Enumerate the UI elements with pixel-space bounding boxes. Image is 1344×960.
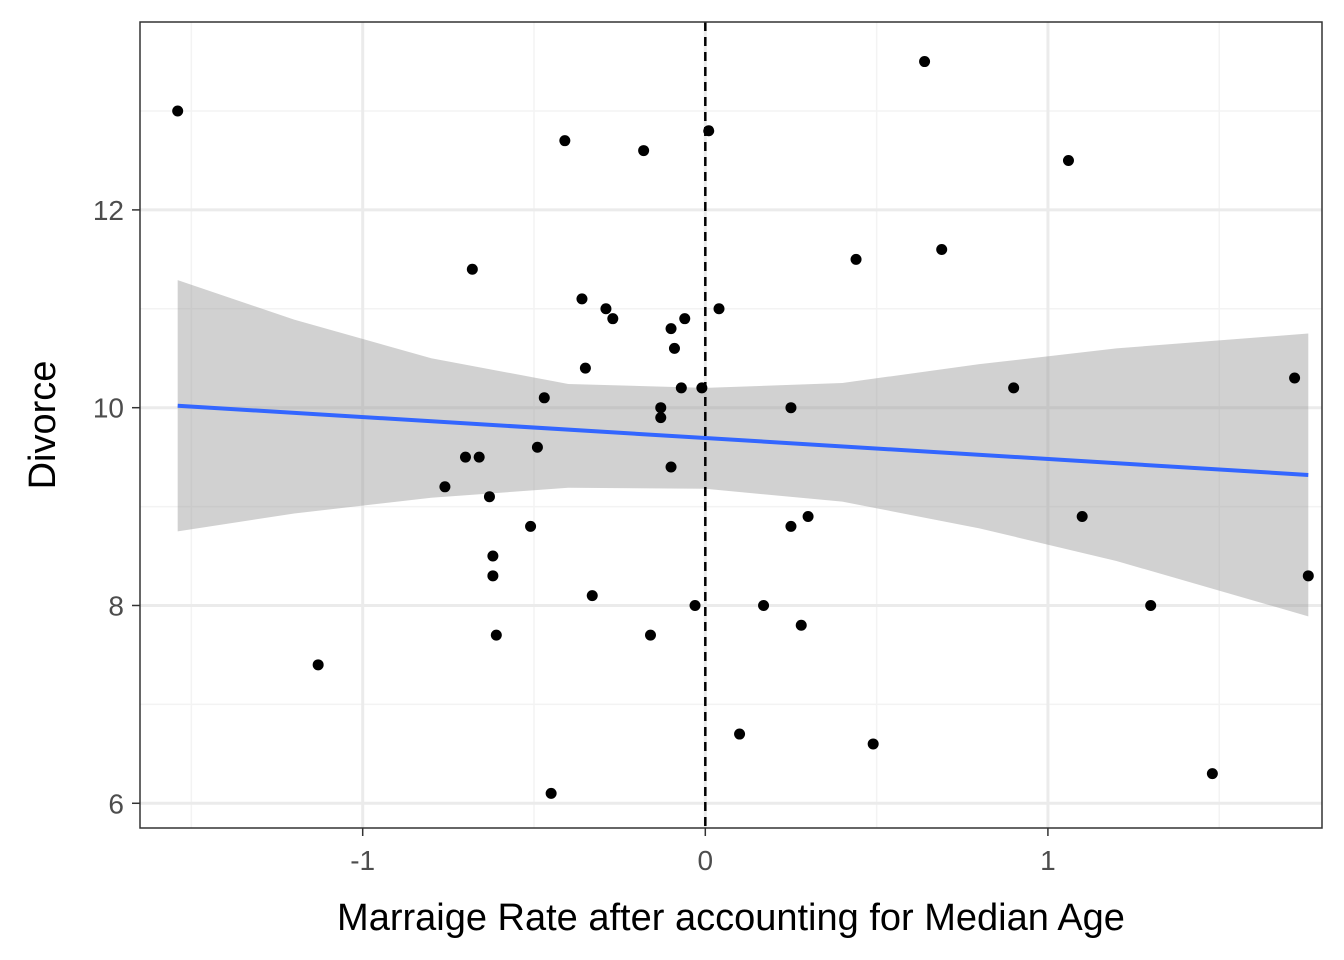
data-point (696, 382, 708, 394)
data-point (473, 451, 485, 463)
panel-border (139, 21, 1323, 829)
data-point (1008, 382, 1020, 394)
data-point (655, 412, 667, 424)
data-point (459, 451, 471, 463)
data-point (689, 599, 701, 611)
x-tick-label: 0 (698, 845, 714, 876)
y-axis-title: Divorce (22, 361, 64, 490)
data-point (638, 145, 650, 157)
data-point (1145, 599, 1157, 611)
data-point (802, 510, 814, 522)
data-point (850, 253, 862, 265)
data-point (466, 263, 478, 275)
y-tick-label: 10 (93, 393, 124, 424)
data-point (758, 599, 770, 611)
data-point (531, 441, 543, 453)
data-point (665, 461, 677, 473)
data-point (655, 402, 667, 414)
data-point (675, 382, 687, 394)
data-point (1302, 570, 1314, 582)
data-point (579, 362, 591, 374)
data-point (785, 402, 797, 414)
data-point (525, 520, 537, 532)
y-tick-label: 6 (108, 788, 124, 819)
data-point (538, 392, 550, 404)
x-tick-label: -1 (350, 845, 375, 876)
data-point (703, 125, 715, 137)
data-point (1289, 372, 1301, 384)
data-point (785, 520, 797, 532)
data-point (487, 570, 499, 582)
regression-line (177, 403, 1309, 477)
data-point (439, 481, 451, 493)
data-point (312, 659, 324, 671)
data-point (936, 243, 948, 255)
data-point (172, 105, 184, 117)
major-gridlines (140, 22, 1322, 828)
data-point (559, 135, 571, 147)
data-point (644, 629, 656, 641)
y-tick-label: 12 (93, 195, 124, 226)
data-point (919, 56, 931, 68)
data-point (600, 303, 612, 315)
data-point (576, 293, 588, 305)
data-point (668, 342, 680, 354)
data-point (1076, 510, 1088, 522)
data-point (490, 629, 502, 641)
data-point (713, 303, 725, 315)
data-point (867, 738, 879, 750)
data-point (545, 787, 557, 799)
data-point (1062, 154, 1074, 166)
y-tick-label: 8 (108, 590, 124, 621)
x-axis-title: Marraige Rate after accounting for Media… (337, 897, 1125, 939)
data-point (795, 619, 807, 631)
data-point (679, 313, 691, 325)
data-point (1206, 768, 1218, 780)
minor-gridlines (140, 22, 1322, 828)
data-point (607, 313, 619, 325)
data-point (487, 550, 499, 562)
x-axis: -1 0 1 (350, 828, 1056, 876)
data-point (483, 491, 495, 503)
data-points (172, 56, 1314, 799)
data-point (586, 590, 598, 602)
y-axis: 6 8 10 12 (93, 195, 140, 819)
data-point (665, 323, 677, 335)
x-tick-label: 1 (1040, 845, 1056, 876)
data-point (734, 728, 746, 740)
confidence-band (177, 280, 1309, 617)
